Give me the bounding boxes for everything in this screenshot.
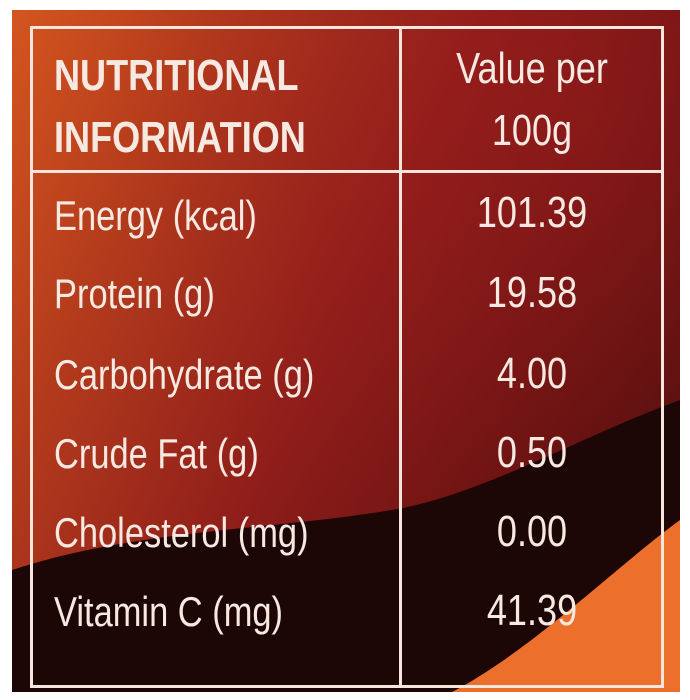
row-value-energy: 101.39: [476, 188, 588, 237]
row-label-cholesterol: Cholesterol (mg): [54, 509, 309, 556]
header-value-per-label: Value per: [456, 44, 608, 93]
row-label-vitamin-c: Vitamin C (mg): [54, 588, 284, 635]
row-label-protein: Protein (g): [54, 270, 215, 317]
orange-corner-shape: [452, 520, 680, 692]
header-divider: [30, 170, 664, 173]
header-information-label: INFORMATION: [54, 113, 306, 162]
row-label-carbohydrate: Carbohydrate (g): [54, 351, 315, 398]
header-100g-label: 100g: [491, 106, 573, 155]
row-value-carbohydrate: 4.00: [496, 349, 568, 398]
row-label-energy: Energy (kcal): [54, 192, 257, 239]
row-value-vitamin-c: 41.39: [486, 586, 578, 635]
row-label-crude-fat: Crude Fat (g): [54, 430, 259, 477]
row-value-crude-fat: 0.50: [496, 428, 568, 477]
nutrition-panel-background: [12, 10, 680, 692]
dark-wave-shape: [12, 400, 680, 692]
column-divider: [399, 26, 402, 688]
table-border: [30, 26, 664, 688]
header-nutritional-label: NUTRITIONAL: [54, 51, 299, 100]
row-value-cholesterol: 0.00: [496, 507, 568, 556]
row-value-protein: 19.58: [486, 268, 578, 317]
background-wave-decoration: [12, 400, 680, 692]
